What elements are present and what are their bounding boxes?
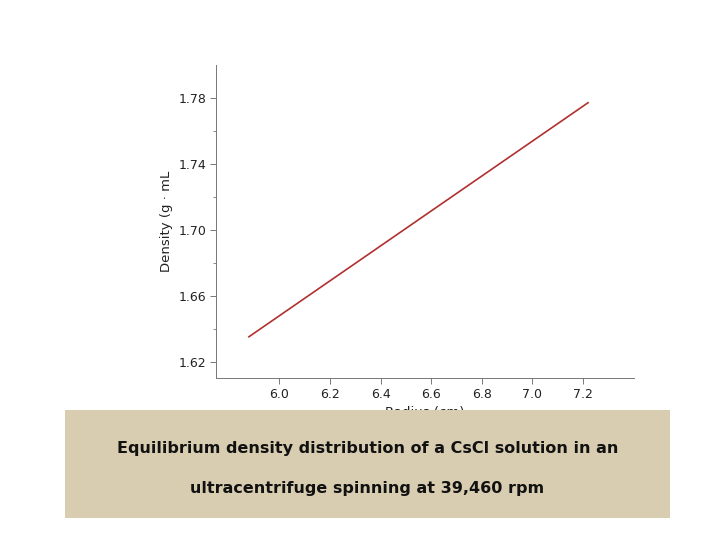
Text: ultracentrifuge spinning at 39,460 rpm: ultracentrifuge spinning at 39,460 rpm xyxy=(190,481,544,496)
Y-axis label: Density (g · mL: Density (g · mL xyxy=(160,171,173,272)
Text: Equilibrium density distribution of a CsCl solution in an: Equilibrium density distribution of a Cs… xyxy=(117,441,618,456)
X-axis label: Radius (cm): Radius (cm) xyxy=(385,406,464,419)
